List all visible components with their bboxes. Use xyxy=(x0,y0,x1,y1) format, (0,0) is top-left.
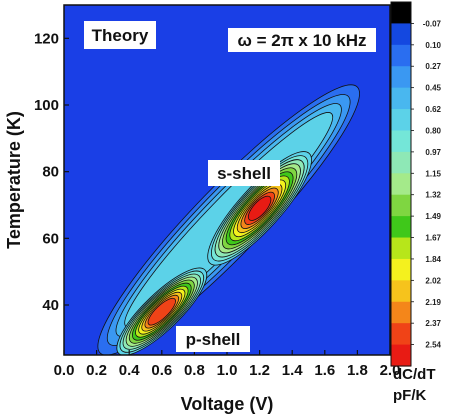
colorbar-tick-label: 0.10 xyxy=(425,41,441,50)
x-tick-label: 0.0 xyxy=(54,362,75,379)
x-axis-ticks: 0.0 0.2 0.4 0.6 0.8 1.0 1.2 1.4 1.6 1.8 2.0 xyxy=(54,350,400,379)
y-axis-label: Temperature (K) xyxy=(4,111,24,249)
colorbar-tick-label: 2.19 xyxy=(425,298,441,307)
x-tick-label: 1.0 xyxy=(217,362,238,379)
colorbar-segment xyxy=(391,194,411,217)
omega-label-box xyxy=(228,28,376,52)
colorbar-tick-label: 1.84 xyxy=(425,255,441,264)
x-tick-label: 1.8 xyxy=(347,362,368,379)
colorbar-tick-label: 0.45 xyxy=(425,84,441,93)
colorbar-tick-label: 2.02 xyxy=(425,276,441,285)
colorbar-segment xyxy=(391,151,411,174)
x-tick-label: 1.2 xyxy=(249,362,270,379)
theory-label-box xyxy=(84,21,156,49)
colorbar-segment xyxy=(391,323,411,346)
x-tick-label: 0.2 xyxy=(86,362,107,379)
p-shell-contour xyxy=(147,297,176,326)
s-shell-label: s-shell xyxy=(217,164,271,183)
theory-label: Theory xyxy=(92,26,149,45)
colorbar-segment xyxy=(391,87,411,110)
x-tick-label: 1.4 xyxy=(282,362,304,379)
colorbar-tick-label: 1.32 xyxy=(425,191,441,200)
colorbar-frame xyxy=(390,1,412,367)
colorbar-segment xyxy=(391,2,411,25)
y-tick-label: 40 xyxy=(42,297,59,314)
colorbar-tick-label: 0.97 xyxy=(425,148,441,157)
p-shell-label: p-shell xyxy=(186,330,241,349)
y-tick-label: 100 xyxy=(34,97,59,114)
colorbar-tick-label: 1.15 xyxy=(425,169,441,178)
colorbar-segment xyxy=(391,130,411,153)
colorbar: -0.07 0.10 0.27 0.45 0.62 0.80 0.97 1.15 1.32 1.4… xyxy=(390,1,442,367)
p-shell-label-box xyxy=(176,326,250,352)
colorbar-segment xyxy=(391,173,411,196)
colorbar-tick-label: 2.37 xyxy=(425,319,441,328)
colorbar-tick-label: 0.62 xyxy=(425,105,441,114)
colorbar-segment xyxy=(391,344,411,367)
colorbar-unit-line1: dC/dT xyxy=(393,366,436,383)
x-axis-label: Voltage (V) xyxy=(181,394,274,414)
y-tick-label: 60 xyxy=(42,230,59,247)
x-tick-label: 0.6 xyxy=(151,362,172,379)
colorbar-segment xyxy=(391,109,411,132)
colorbar-tick-label: 1.67 xyxy=(425,234,441,243)
omega-label: ω = 2π x 10 kHz xyxy=(238,31,367,50)
y-tick-label: 120 xyxy=(34,30,59,47)
s-shell-label-box xyxy=(208,160,280,186)
colorbar-segment xyxy=(391,258,411,281)
colorbar-segment xyxy=(391,301,411,324)
colorbar-tick-label: 1.49 xyxy=(425,212,441,221)
x-tick-label: 1.6 xyxy=(314,362,335,379)
colorbar-segment xyxy=(391,23,411,46)
colorbar-tick-label: -0.07 xyxy=(423,19,442,28)
colorbar-tick-label: 2.54 xyxy=(425,341,441,350)
x-tick-label: 0.8 xyxy=(184,362,205,379)
colorbar-tick-label: 0.80 xyxy=(425,126,441,135)
y-axis-ticks: 40 60 80 100 120 xyxy=(34,30,69,314)
x-tick-label: 0.4 xyxy=(119,362,141,379)
colorbar-segment xyxy=(391,66,411,89)
contour-layer xyxy=(97,84,360,355)
colorbar-tick-label: 0.27 xyxy=(425,62,441,71)
colorbar-segment xyxy=(391,237,411,260)
y-tick-label: 80 xyxy=(42,164,59,181)
colorbar-segment xyxy=(391,44,411,67)
colorbar-segment xyxy=(391,216,411,239)
colorbar-unit-line2: pF/K xyxy=(393,387,426,404)
colorbar-segment xyxy=(391,280,411,303)
s-shell-contour xyxy=(247,195,272,221)
